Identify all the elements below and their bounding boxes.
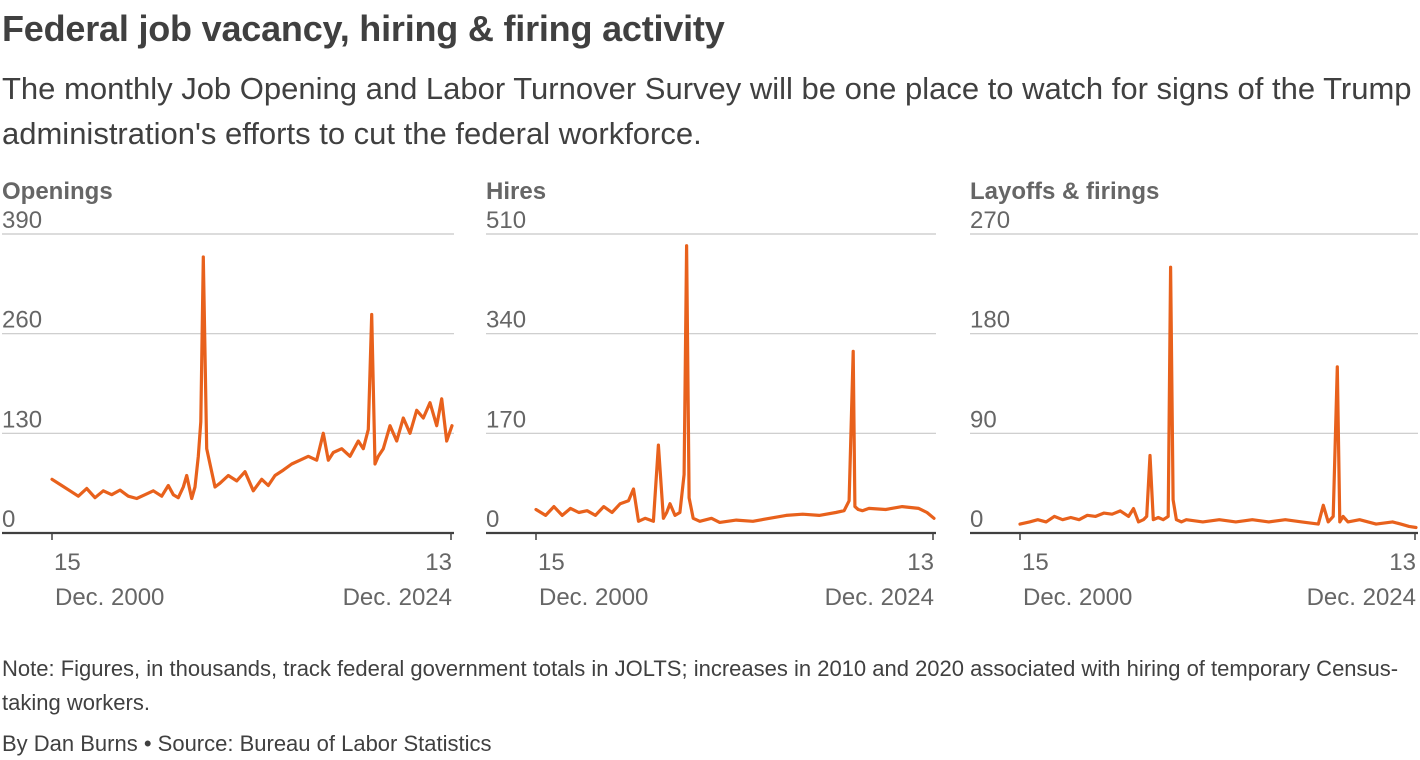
hires-chart: 0 170 340 510 15 Dec. 2000 13 Dec. 2024 — [486, 207, 936, 611]
series-line — [534, 244, 936, 524]
y-tick-label: 0 — [970, 506, 983, 533]
x-tick-sublabel-end: Dec. 2024 — [1307, 584, 1416, 611]
y-tick-label: 180 — [970, 307, 1010, 334]
y-tick-label: 510 — [486, 207, 526, 234]
x-tick-label-end: 13 — [907, 549, 934, 576]
y-tick-label: 340 — [486, 307, 526, 334]
openings-panel-title: Openings — [2, 178, 113, 205]
x-tick-sublabel-start: Dec. 2000 — [1023, 584, 1132, 611]
x-tick-label-start: 15 — [54, 549, 81, 576]
y-tick-label: 90 — [970, 406, 997, 433]
layoffs-chart: 0 90 180 270 15 Dec. 2000 13 Dec. 2024 — [970, 207, 1418, 611]
byline: By Dan Burns • Source: Bureau of Labor S… — [2, 731, 492, 756]
openings-chart: 0 130 260 390 15 Dec. 2000 13 Dec. 2024 — [2, 207, 454, 611]
openings-panel: Openings 0 130 260 390 15 Dec. 2000 13 Dec. 202… — [2, 178, 454, 618]
y-tick-label: 390 — [2, 207, 42, 234]
x-tick-label-start: 15 — [1022, 549, 1049, 576]
series-line — [1018, 265, 1418, 530]
x-tick-label-end: 13 — [1389, 549, 1416, 576]
hires-panel-title: Hires — [486, 178, 547, 205]
y-tick-label: 260 — [2, 307, 42, 334]
chart-note: Note: Figures, in thousands, track feder… — [2, 656, 1399, 715]
x-tick-sublabel-start: Dec. 2000 — [539, 584, 648, 611]
y-tick-label: 170 — [486, 406, 526, 433]
x-tick-sublabel-end: Dec. 2024 — [343, 584, 452, 611]
y-tick-label: 0 — [2, 506, 15, 533]
series-line — [50, 255, 454, 501]
x-tick-label-end: 13 — [425, 549, 452, 576]
layoffs-panel-title: Layoffs & firings — [970, 178, 1160, 205]
hires-panel: Hires 0 170 340 510 15 Dec. 2000 13 Dec. 2024 — [486, 178, 936, 618]
y-tick-label: 0 — [486, 506, 499, 533]
y-tick-label: 130 — [2, 406, 42, 433]
chart-title: Federal job vacancy, hiring & firing act… — [2, 8, 725, 49]
layoffs-panel: Layoffs & firings 0 90 180 270 15 Dec. 2000 13… — [970, 178, 1418, 618]
x-tick-sublabel-end: Dec. 2024 — [825, 584, 934, 611]
chart-subtitle: The monthly Job Opening and Labor Turnov… — [2, 71, 1412, 151]
y-tick-label: 270 — [970, 207, 1010, 234]
x-tick-sublabel-start: Dec. 2000 — [55, 584, 164, 611]
x-tick-label-start: 15 — [538, 549, 565, 576]
